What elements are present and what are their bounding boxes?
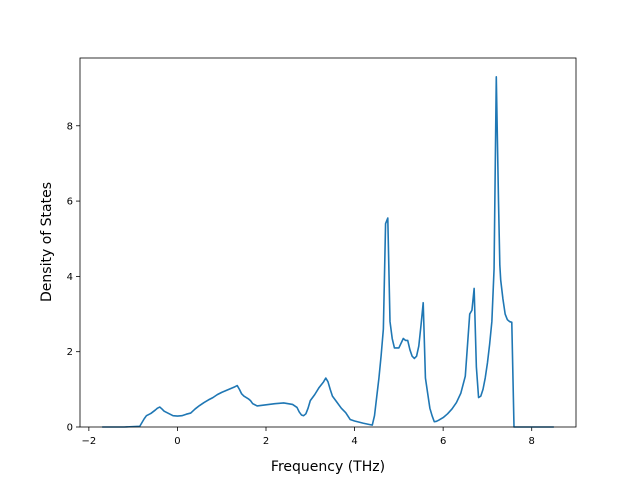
series-line-dos [102,76,554,428]
y-tick-label: 2 [67,347,73,358]
y-axis-label: Density of States [39,182,55,302]
x-tick-label: 4 [351,436,357,447]
x-tick-label: −2 [81,436,96,447]
plot-frame [79,57,577,428]
x-tick-label: 0 [174,436,180,447]
x-axis-label: Frequency (THz) [271,459,385,475]
y-tick-label: 8 [67,121,73,132]
x-tick-label: 2 [263,436,269,447]
x-tick-label: 6 [440,436,446,447]
y-tick-label: 6 [67,197,73,208]
x-tick-label: 8 [529,436,535,447]
y-tick-label: 4 [67,272,73,283]
y-tick-label: 0 [67,423,73,434]
tick-group: −2 0 2 4 6 8 0 2 4 6 8 [67,121,535,447]
